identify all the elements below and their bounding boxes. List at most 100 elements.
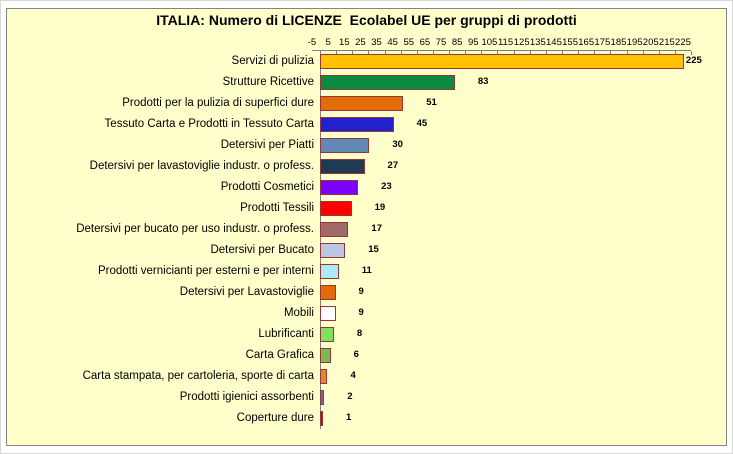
category-axis-line bbox=[320, 51, 321, 429]
x-axis-tick-mark bbox=[674, 51, 676, 55]
bar bbox=[320, 327, 334, 342]
x-axis-tick-label: 5 bbox=[325, 37, 331, 48]
value-label: 19 bbox=[374, 202, 386, 213]
value-axis-line bbox=[312, 50, 691, 51]
x-axis-tick-mark bbox=[497, 51, 499, 55]
category-label: Strutture Ricettive bbox=[222, 75, 314, 88]
bar bbox=[320, 138, 370, 153]
x-axis-tick-mark bbox=[626, 51, 628, 55]
x-axis-tick-label: 115 bbox=[497, 37, 514, 48]
category-label: Prodotti Cosmetici bbox=[220, 180, 314, 193]
x-axis-tick-label: 85 bbox=[451, 37, 463, 48]
x-axis-tick-mark bbox=[578, 51, 580, 55]
bar bbox=[320, 180, 359, 195]
x-axis-tick-label: 45 bbox=[387, 37, 398, 48]
x-axis-tick-label: 145 bbox=[546, 37, 562, 48]
x-axis-tick-mark bbox=[691, 51, 693, 55]
value-label: 9 bbox=[358, 286, 364, 297]
x-axis-tick-mark bbox=[481, 51, 483, 55]
category-label: Tessuto Carta e Prodotti in Tessuto Cart… bbox=[104, 117, 314, 130]
category-label: Prodotti Tessili bbox=[240, 201, 314, 214]
x-axis-tick-label: 35 bbox=[371, 37, 382, 48]
category-label: Detersivi per Bucato bbox=[210, 243, 314, 256]
x-axis-tick-label: 25 bbox=[355, 37, 366, 48]
x-axis-tick-label: 165 bbox=[578, 37, 595, 48]
x-axis-tick-mark bbox=[400, 51, 402, 55]
x-axis-tick-mark bbox=[368, 51, 370, 55]
bar bbox=[320, 159, 365, 174]
category-label: Mobili bbox=[283, 306, 314, 319]
value-label: 4 bbox=[350, 370, 356, 381]
x-axis-tick-label: 155 bbox=[562, 37, 579, 48]
x-axis-tick-label: 205 bbox=[642, 37, 659, 48]
category-label: Prodotti igienici assorbenti bbox=[179, 390, 314, 403]
x-axis-tick-label: 55 bbox=[403, 37, 415, 48]
category-label: Carta stampata, per cartoleria, sporte d… bbox=[82, 369, 314, 382]
bar bbox=[320, 390, 325, 405]
x-axis-tick-label: 175 bbox=[594, 37, 611, 48]
bar bbox=[320, 75, 455, 90]
value-label: 27 bbox=[387, 160, 399, 171]
bar bbox=[320, 264, 339, 279]
bar bbox=[320, 411, 323, 426]
x-axis-tick-label: 95 bbox=[468, 37, 479, 48]
x-axis-tick-mark bbox=[642, 51, 644, 55]
bar bbox=[320, 285, 336, 300]
value-label: 83 bbox=[477, 76, 489, 87]
x-axis-tick-mark bbox=[594, 51, 596, 55]
category-label: Detersivi per lavastoviglie industr. o p… bbox=[89, 159, 314, 172]
category-label: Lubrificanti bbox=[258, 327, 314, 340]
category-label: Detersivi per Lavastoviglie bbox=[179, 285, 314, 298]
x-axis-tick-label: -5 bbox=[307, 37, 317, 48]
x-axis-tick-label: 105 bbox=[481, 37, 498, 48]
x-axis-tick-label: 15 bbox=[338, 37, 350, 48]
value-label: 17 bbox=[371, 223, 382, 234]
category-label: Prodotti per la pulizia di superfici dur… bbox=[122, 96, 314, 109]
bar bbox=[320, 54, 684, 69]
value-label: 11 bbox=[361, 265, 372, 276]
category-label: Detersivi per bucato per uso industr. o … bbox=[76, 222, 314, 235]
x-axis-tick-mark bbox=[658, 51, 660, 55]
value-label: 51 bbox=[426, 97, 437, 108]
bar bbox=[320, 369, 328, 384]
bar bbox=[320, 243, 346, 258]
bar bbox=[320, 222, 349, 237]
x-axis-tick-label: 75 bbox=[435, 37, 447, 48]
x-axis-tick-mark bbox=[336, 51, 338, 55]
bar bbox=[320, 201, 352, 216]
x-axis-tick-mark bbox=[545, 51, 547, 55]
category-label: Carta Grafica bbox=[245, 348, 314, 361]
value-label: 9 bbox=[358, 307, 364, 318]
x-axis-tick-label: 65 bbox=[419, 37, 431, 48]
x-axis-tick-label: 225 bbox=[675, 37, 691, 48]
category-label: Detersivi per Piatti bbox=[220, 138, 314, 151]
x-axis-tick-mark bbox=[416, 51, 418, 55]
chart-title: ITALIA: Numero di LICENZE Ecolabel UE pe… bbox=[156, 12, 577, 28]
x-axis-tick-mark bbox=[352, 51, 354, 55]
bar bbox=[320, 96, 404, 111]
value-label: 1 bbox=[346, 412, 352, 423]
x-axis-tick-mark bbox=[562, 51, 563, 55]
x-axis-tick-label: 185 bbox=[610, 37, 627, 48]
bar bbox=[320, 306, 336, 321]
value-label: 2 bbox=[347, 391, 353, 402]
x-axis-tick-mark bbox=[465, 51, 467, 55]
x-axis-tick-mark bbox=[449, 51, 451, 55]
value-label: 6 bbox=[353, 349, 359, 360]
value-label: 8 bbox=[356, 328, 363, 339]
category-label: Coperture dure bbox=[236, 411, 314, 424]
value-label: 30 bbox=[392, 139, 403, 150]
x-axis-tick-label: 195 bbox=[626, 37, 643, 48]
chart-frame: ITALIA: Numero di LICENZE Ecolabel UE pe… bbox=[6, 8, 727, 446]
category-label: Servizi di pulizia bbox=[231, 54, 314, 67]
x-axis-tick-label: 215 bbox=[658, 37, 675, 48]
x-axis-tick-mark bbox=[529, 51, 531, 55]
x-axis-tick-mark bbox=[513, 51, 515, 55]
bar bbox=[320, 348, 331, 363]
x-axis-tick-label: 135 bbox=[529, 37, 546, 48]
x-axis-tick-label: 125 bbox=[513, 37, 530, 48]
x-axis-tick-mark bbox=[384, 51, 386, 55]
value-label: 15 bbox=[368, 244, 379, 255]
x-axis-tick-mark bbox=[432, 51, 434, 55]
